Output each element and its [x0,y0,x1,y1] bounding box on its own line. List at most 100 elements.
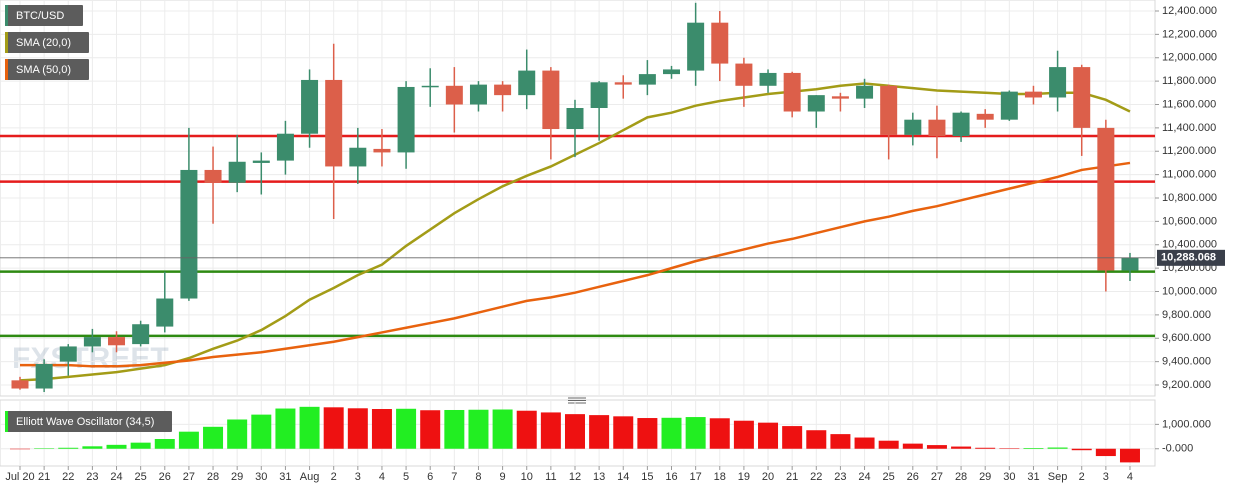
y-tick-label: 9,600.000 [1162,332,1211,344]
x-tick-label: 21 [786,471,798,483]
x-tick-label: 23 [834,471,846,483]
legend-label: BTC/USD [16,10,64,22]
x-tick-label: 2 [1079,471,1085,483]
y-tick-label: 10,400.000 [1162,239,1217,251]
candle-body [976,113,994,120]
y-tick-label: 11,800.000 [1162,75,1216,87]
x-tick-label: 22 [62,471,74,483]
x-tick-label: 20 [762,471,774,483]
candle-body [735,63,753,86]
oscillator-bar [926,445,947,449]
candle-body [663,69,681,75]
candle-body [518,70,536,96]
legend-marker [5,411,8,432]
x-tick-label: 12 [569,471,581,483]
candle-body [1073,67,1091,128]
candle-body [445,85,463,105]
candle-body [1097,127,1115,271]
candle-body [349,147,367,167]
x-tick-label: 6 [427,471,433,483]
x-tick-label: 29 [231,471,243,483]
y-tick-label: 11,000.000 [1162,169,1216,181]
candle-body [831,96,849,99]
x-tick-label: 10 [521,471,533,483]
x-tick-label: 17 [690,471,702,483]
oscillator-bar [154,438,175,449]
candle-body [469,84,487,105]
x-tick-label: Sep [1048,471,1068,483]
oscillator-bar [830,434,851,449]
oscillator-bar [637,418,658,449]
candle-body [421,85,439,88]
oscillator-bar [564,414,585,449]
oscillator-bar [251,414,272,449]
x-tick-label: Aug [300,471,320,483]
legend-box [5,59,89,80]
oscillator-bar [492,409,513,449]
x-tick-label: 30 [1003,471,1015,483]
oscillator-bar [468,409,489,449]
candle-body [807,95,825,112]
x-tick-label: 4 [379,471,385,483]
legend-label: SMA (20,0) [16,37,71,49]
oscillator-bar [806,430,827,449]
y-tick-label: 11,600.000 [1162,98,1216,110]
oscillator-bar [589,415,610,449]
candle-body [252,160,270,163]
oscillator-bar [58,447,79,449]
sma-line [20,161,1131,368]
legend-box [5,411,172,432]
oscillator-bar [323,407,344,449]
x-tick-label: 5 [403,471,409,483]
oscillator-bar [444,409,465,449]
oscillator-bar [420,410,441,449]
x-tick-label: Jul 20 [5,471,34,483]
oscillator-bar [106,444,127,449]
y-tick-label: 11,400.000 [1162,122,1216,134]
candle-body [614,82,632,85]
y-tick-label: 11,200.000 [1162,145,1216,157]
x-tick-label: 23 [86,471,98,483]
oscillator-bar [1095,448,1116,457]
candle-body [566,108,584,130]
candle-body [928,119,946,137]
candle-body [59,346,77,362]
candle-body [590,82,608,108]
x-tick-label: 24 [110,471,122,483]
y-tick-label: 10,000.000 [1162,285,1217,297]
x-tick-label: 31 [1027,471,1039,483]
candle-body [494,84,512,96]
oscillator-bar [1023,448,1044,449]
oscillator-bar [178,431,199,449]
candle-body [397,86,415,153]
x-tick-label: 27 [183,471,195,483]
oscillator-bar [130,442,151,449]
y-tick-label: 12,000.000 [1162,52,1217,64]
candle-body [325,79,343,167]
y-tick-label: 9,400.000 [1162,356,1211,368]
x-tick-label: 31 [279,471,291,483]
candle-body [11,380,29,389]
y-tick-label: -0.000 [1162,443,1193,455]
oscillator-bar [951,446,972,449]
oscillator-bar [227,419,248,449]
x-tick-label: 28 [955,471,967,483]
x-tick-label: 7 [451,471,457,483]
x-tick-label: 30 [255,471,267,483]
legend-marker [5,32,8,53]
x-tick-label: 8 [475,471,481,483]
candle-body [952,112,970,137]
x-tick-label: 26 [159,471,171,483]
oscillator-bar [396,408,417,449]
oscillator-bar [902,443,923,449]
candle-body [180,169,198,299]
candle-body [108,337,126,346]
legend-box [5,32,89,53]
candle-body [711,22,729,64]
oscillator-bar [1071,448,1092,451]
x-tick-label: 3 [1103,471,1109,483]
oscillator-bar [275,408,296,449]
oscillator-bar [299,406,320,449]
watermark: FXSTREET [12,342,169,375]
